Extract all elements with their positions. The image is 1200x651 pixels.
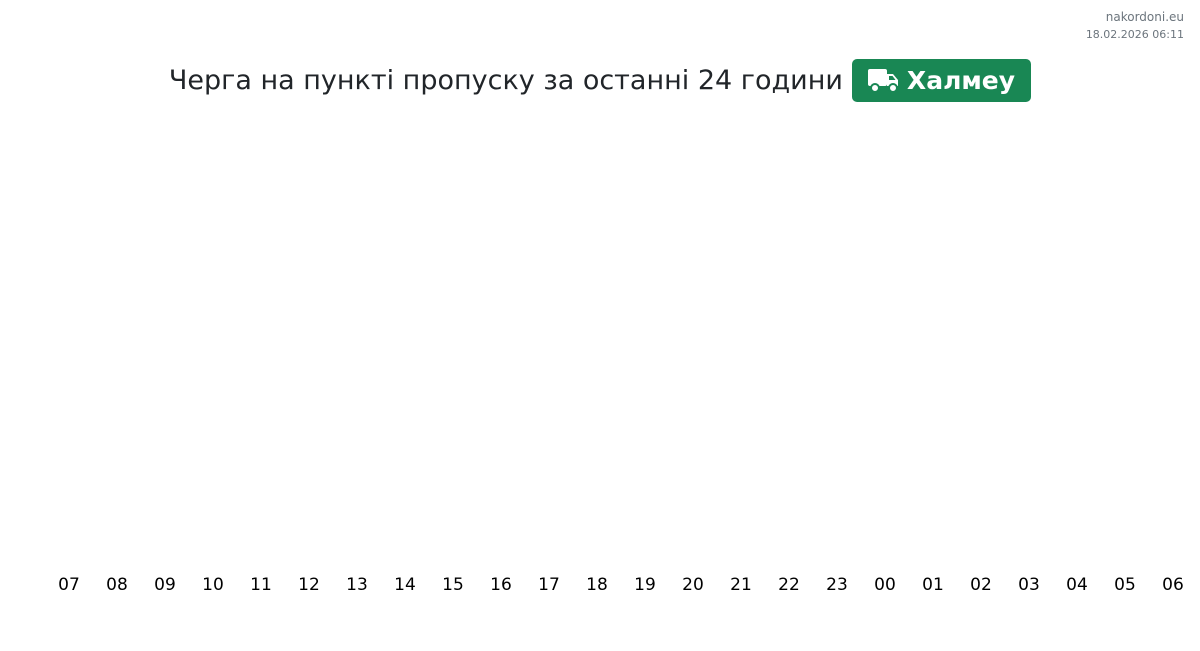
x-tick-label: 05 <box>1114 575 1136 595</box>
x-tick-label: 02 <box>970 575 992 595</box>
timestamp: 18.02.2026 06:11 <box>1085 28 1184 41</box>
brand: nakordoni.eu 18.02.2026 06:11 <box>1086 9 1184 43</box>
x-tick-label: 01 <box>922 575 944 595</box>
x-tick-label: 00 <box>874 575 896 595</box>
page-title: Черга на пункті пропуску за останні 24 г… <box>168 65 843 96</box>
x-tick-label: 11 <box>250 575 272 595</box>
truck-icon <box>867 68 898 93</box>
x-tick-label: 04 <box>1066 575 1088 595</box>
title-row: Черга на пункті пропуску за останні 24 г… <box>0 59 1200 102</box>
x-tick-label: 06 <box>1162 575 1184 595</box>
x-tick-label: 18 <box>586 575 608 595</box>
x-tick-label: 15 <box>442 575 464 595</box>
x-tick-label: 17 <box>538 575 560 595</box>
x-tick-label: 19 <box>634 575 656 595</box>
x-tick-label: 22 <box>778 575 800 595</box>
x-tick-label: 20 <box>682 575 704 595</box>
x-tick-label: 14 <box>394 575 416 595</box>
x-tick-label: 16 <box>490 575 512 595</box>
x-tick-label: 12 <box>298 575 320 595</box>
x-tick-label: 03 <box>1018 575 1040 595</box>
checkpoint-name: Халмеу <box>906 66 1016 95</box>
x-tick-label: 13 <box>346 575 368 595</box>
x-tick-label: 23 <box>826 575 848 595</box>
x-tick-label: 08 <box>106 575 128 595</box>
site-name: nakordoni.eu <box>1105 10 1184 24</box>
x-tick-label: 21 <box>730 575 752 595</box>
queue-chart: 07 08 09 10 11 12 13 14 15 16 17 18 19 20 21 22 23 00 01 02… <box>58 575 1184 595</box>
x-tick-label: 09 <box>154 575 176 595</box>
checkpoint-badge[interactable]: Халмеу <box>851 59 1032 102</box>
x-tick-label: 10 <box>202 575 224 595</box>
x-tick-label: 07 <box>58 575 80 595</box>
